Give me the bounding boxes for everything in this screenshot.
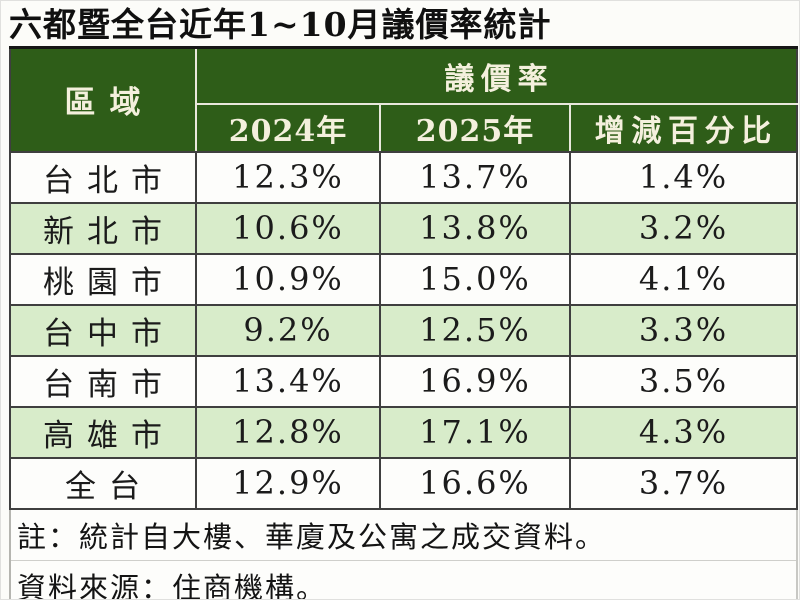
stats-table: 區域 議價率 2024年 2025年 增減百分比 台北市 12.3% 13.7%… — [8, 45, 799, 599]
change-cell: 3.5% — [568, 354, 799, 408]
value-2025-cell: 13.8% — [379, 201, 571, 255]
value-2024-cell: 12.9% — [195, 456, 381, 510]
page-title: 六都暨全台近年1~10月議價率統計 — [9, 5, 552, 44]
value-2025-cell: 16.6% — [379, 456, 571, 510]
note-text: 註：統計自大樓、華廈及公寓之成交資料。 — [8, 507, 799, 561]
source-text: 資料來源：住商機構。 — [8, 559, 799, 599]
source-row: 資料來源：住商機構。 — [8, 559, 799, 599]
value-2024-cell: 10.6% — [195, 201, 381, 255]
region-cell: 台中市 — [9, 303, 197, 357]
change-cell: 3.2% — [568, 201, 799, 255]
region-cell: 台北市 — [9, 150, 197, 204]
region-cell: 全台 — [9, 456, 197, 510]
table-row-taichung: 台中市 9.2% 12.5% 3.3% — [9, 303, 799, 357]
table-row-taipei: 台北市 12.3% 13.7% 1.4% — [9, 150, 799, 204]
table-header: 區域 議價率 2024年 2025年 增減百分比 — [9, 45, 799, 153]
table-row-newtaipei: 新北市 10.6% 13.8% 3.2% — [9, 201, 799, 255]
region-cell: 新北市 — [9, 201, 197, 255]
region-cell: 高雄市 — [9, 405, 197, 459]
header-change: 增減百分比 — [568, 102, 799, 153]
value-2024-cell: 10.9% — [195, 252, 381, 306]
region-cell: 台南市 — [9, 354, 197, 408]
table-row-tainan: 台南市 13.4% 16.9% 3.5% — [9, 354, 799, 408]
value-2025-cell: 13.7% — [379, 150, 571, 204]
table-body: 台北市 12.3% 13.7% 1.4% 新北市 10.6% 13.8% 3.2… — [9, 150, 799, 510]
value-2025-cell: 16.9% — [379, 354, 571, 408]
table-row-taoyuan: 桃園市 10.9% 15.0% 4.1% — [9, 252, 799, 306]
value-2024-cell: 9.2% — [195, 303, 381, 357]
value-2025-cell: 12.5% — [379, 303, 571, 357]
value-2025-cell: 15.0% — [379, 252, 571, 306]
table-row-taiwan-total: 全台 12.9% 16.6% 3.7% — [9, 456, 799, 510]
table-footer: 註：統計自大樓、華廈及公寓之成交資料。 資料來源：住商機構。 — [8, 507, 799, 599]
note-row: 註：統計自大樓、華廈及公寓之成交資料。 — [8, 507, 799, 561]
change-cell: 3.3% — [568, 303, 799, 357]
change-cell: 4.1% — [568, 252, 799, 306]
value-2024-cell: 12.8% — [195, 405, 381, 459]
change-cell: 3.7% — [568, 456, 799, 510]
region-cell: 桃園市 — [9, 252, 197, 306]
header-group-rate: 議價率 — [194, 45, 799, 105]
value-2024-cell: 13.4% — [195, 354, 381, 408]
header-region: 區域 — [9, 45, 197, 153]
change-cell: 1.4% — [568, 150, 799, 204]
table-row-kaohsiung: 高雄市 12.8% 17.1% 4.3% — [9, 405, 799, 459]
header-2025: 2025年 — [379, 102, 571, 153]
value-2025-cell: 17.1% — [379, 405, 571, 459]
header-2024: 2024年 — [195, 102, 381, 153]
change-cell: 4.3% — [568, 405, 799, 459]
value-2024-cell: 12.3% — [195, 150, 381, 204]
